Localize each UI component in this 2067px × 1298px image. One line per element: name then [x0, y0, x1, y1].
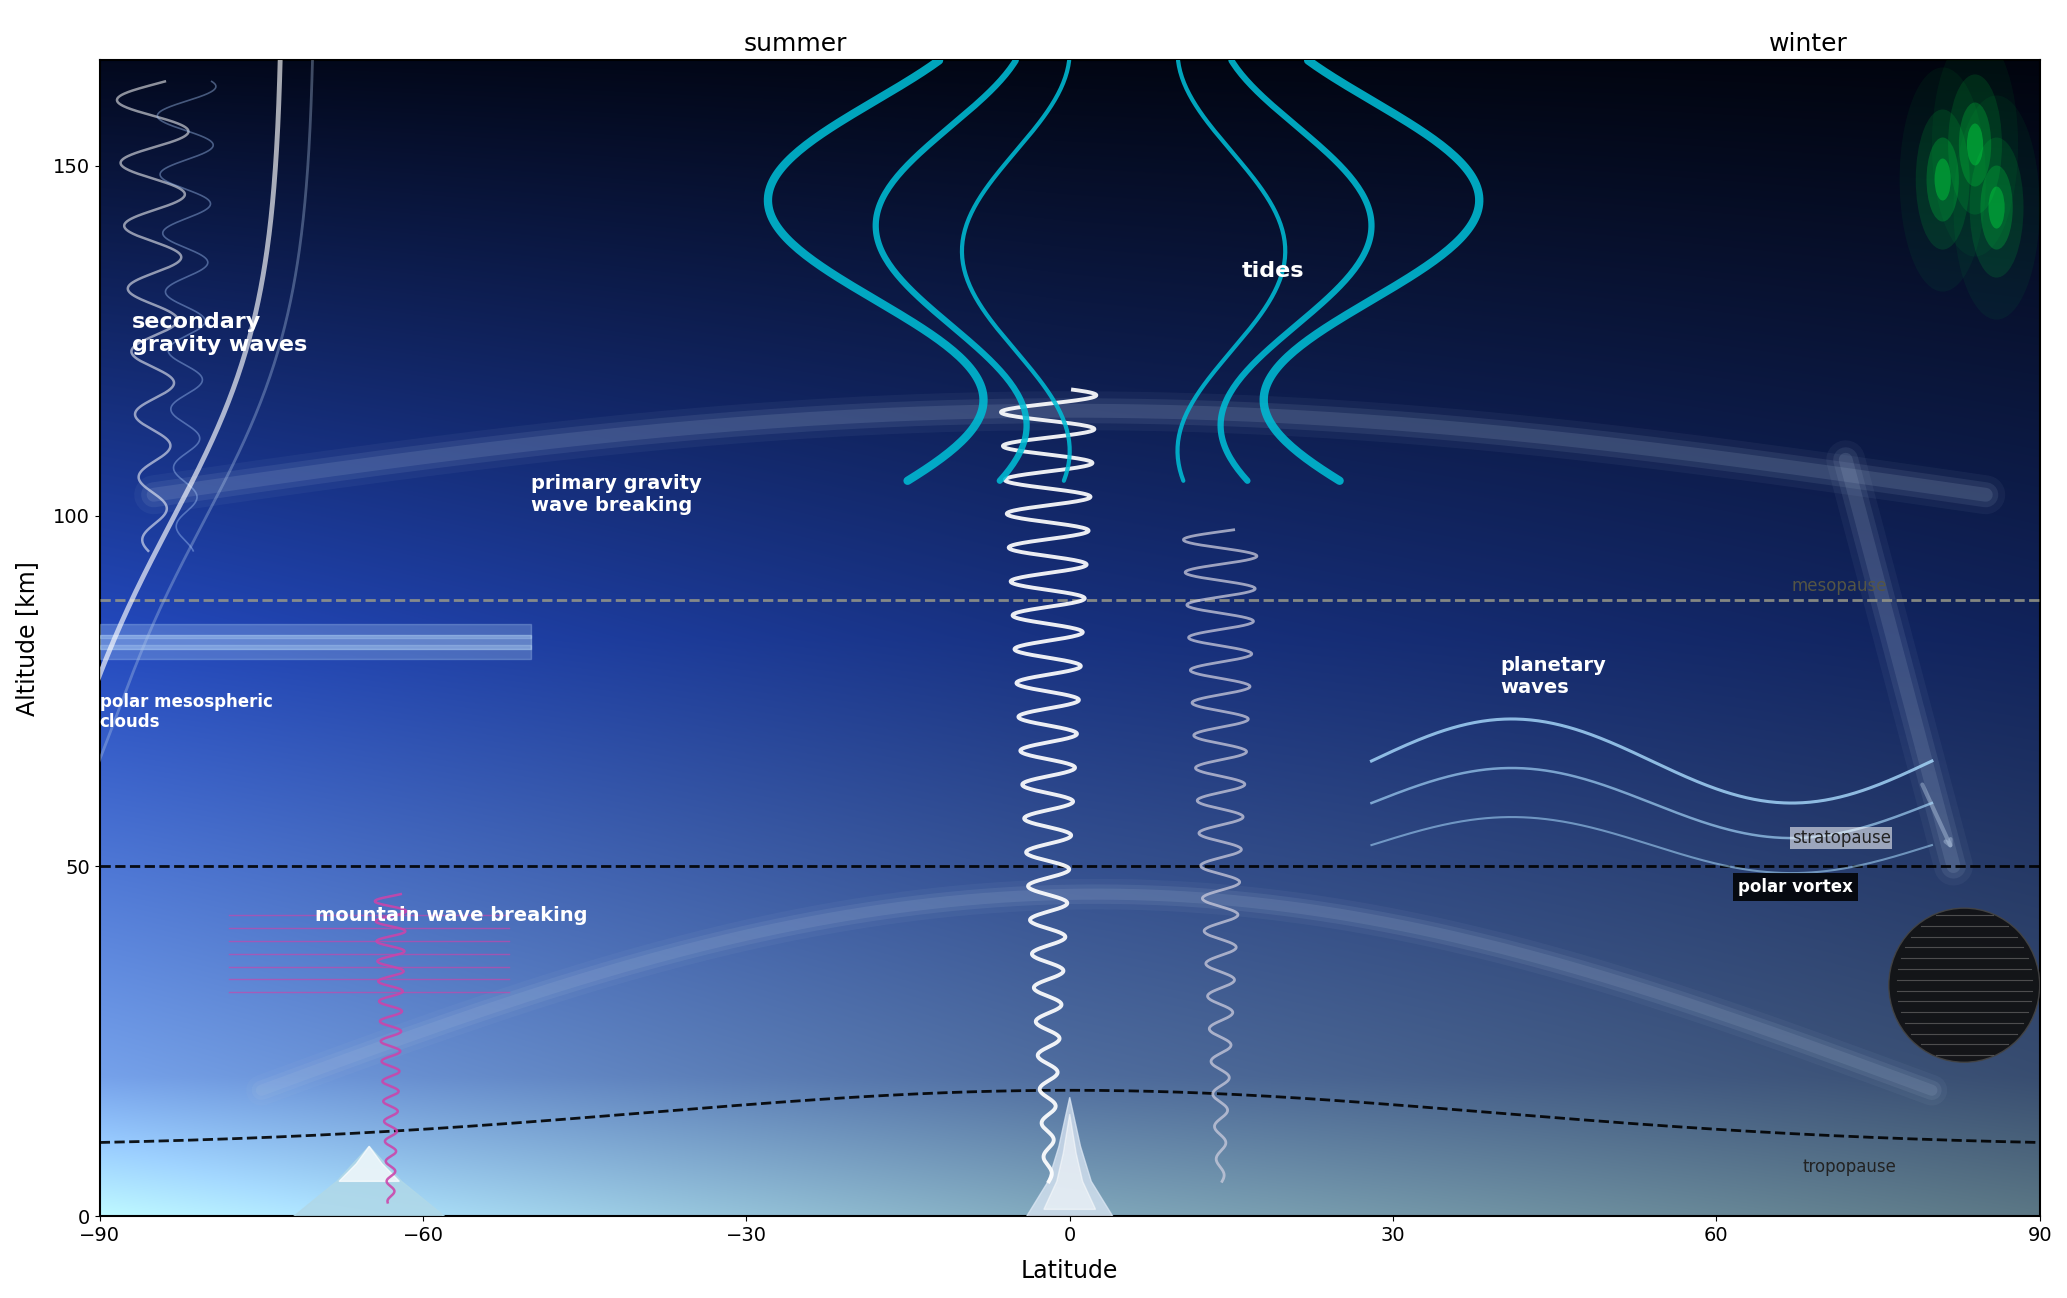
Polygon shape	[339, 1146, 399, 1181]
Text: mesopause: mesopause	[1792, 576, 1887, 594]
Text: mountain wave breaking: mountain wave breaking	[316, 906, 587, 924]
Ellipse shape	[1988, 187, 2005, 228]
Text: stratopause: stratopause	[1792, 829, 1891, 848]
Text: tropopause: tropopause	[1802, 1158, 1895, 1176]
Y-axis label: Altitude [km]: Altitude [km]	[14, 561, 39, 715]
Polygon shape	[1027, 1097, 1112, 1216]
Text: primary gravity
wave breaking: primary gravity wave breaking	[531, 474, 701, 515]
Polygon shape	[294, 1146, 444, 1216]
Ellipse shape	[1970, 138, 2024, 278]
Ellipse shape	[1947, 74, 2003, 214]
Ellipse shape	[1980, 166, 2013, 249]
Text: planetary
waves: planetary waves	[1501, 657, 1606, 697]
Ellipse shape	[1953, 96, 2040, 319]
Polygon shape	[1044, 1114, 1096, 1210]
Ellipse shape	[1889, 909, 2040, 1062]
Ellipse shape	[1916, 109, 1970, 249]
Text: polar vortex: polar vortex	[1738, 879, 1852, 896]
Ellipse shape	[1933, 32, 2017, 257]
Ellipse shape	[1900, 67, 1986, 292]
Text: secondary
gravity waves: secondary gravity waves	[132, 312, 308, 356]
Ellipse shape	[1935, 158, 1951, 201]
X-axis label: Latitude: Latitude	[1021, 1259, 1118, 1282]
Text: summer: summer	[744, 32, 847, 56]
Text: polar mesospheric
clouds: polar mesospheric clouds	[99, 693, 273, 731]
Ellipse shape	[1968, 123, 1982, 166]
Text: winter: winter	[1769, 32, 1848, 56]
Text: tides: tides	[1242, 261, 1304, 280]
Ellipse shape	[1926, 138, 1960, 222]
Ellipse shape	[1960, 103, 1991, 187]
